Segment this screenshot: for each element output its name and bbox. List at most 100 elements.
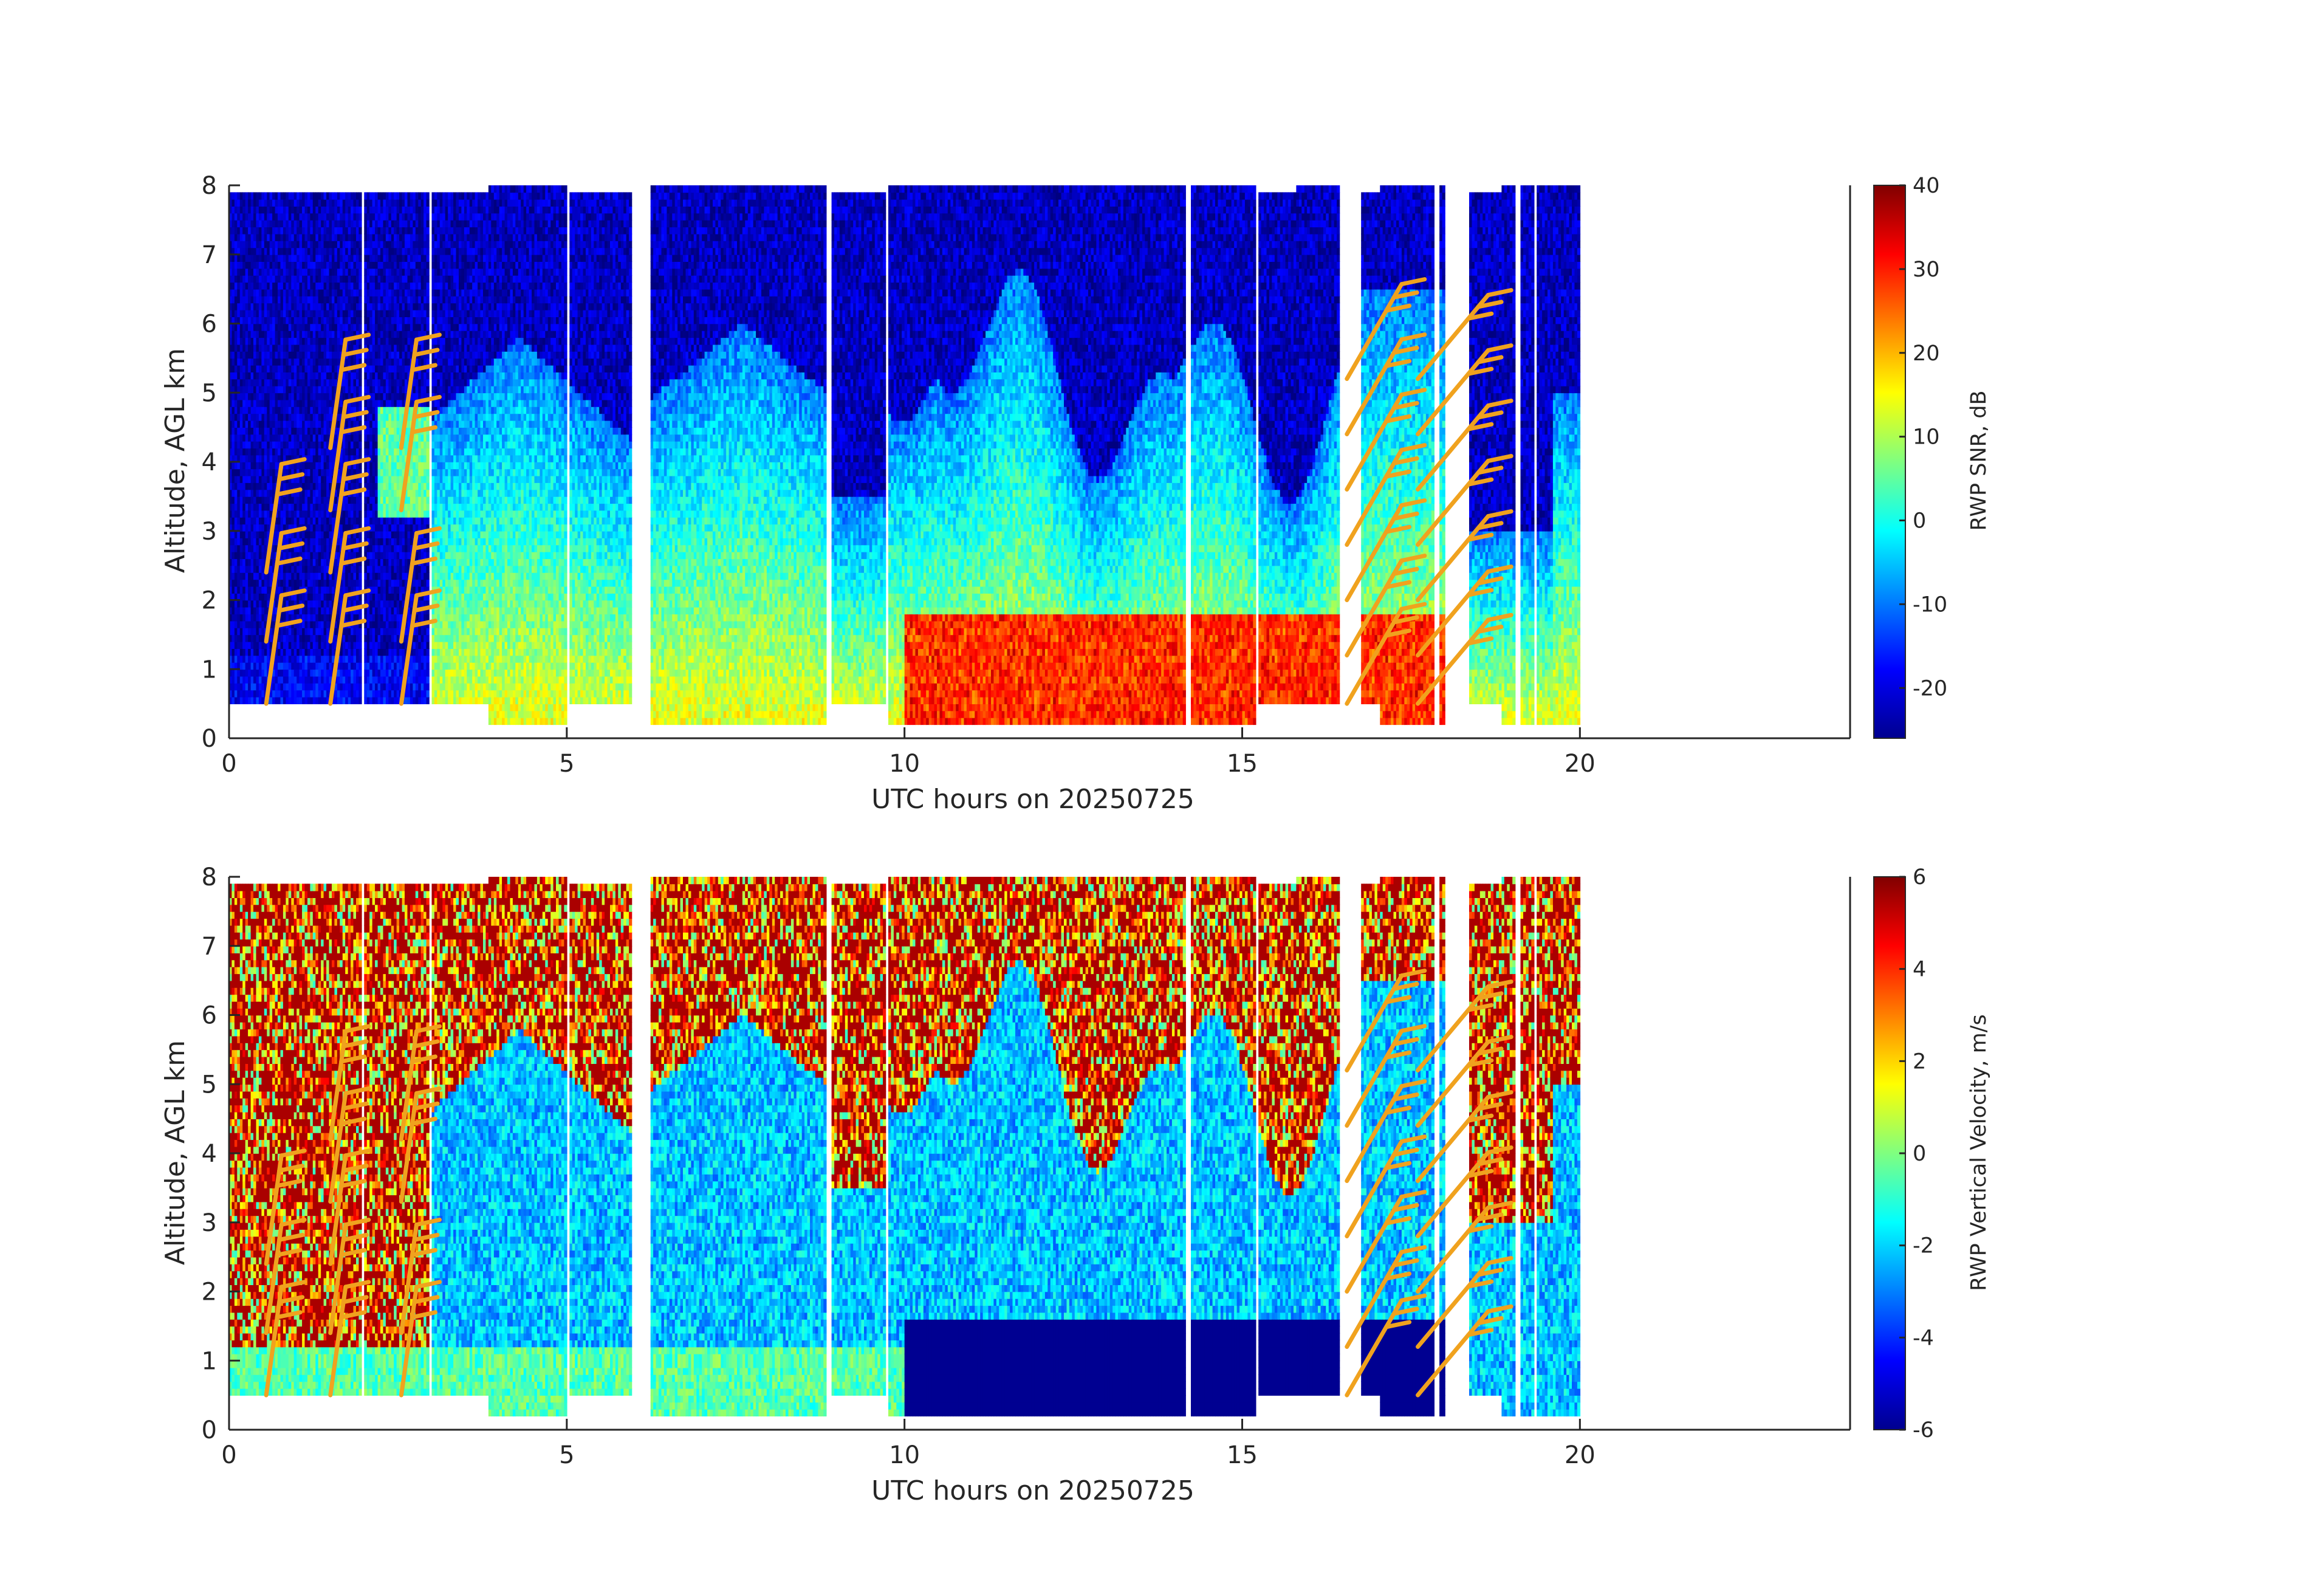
heatmap-cell bbox=[259, 289, 262, 297]
heatmap-cell bbox=[237, 482, 240, 490]
heatmap-cell bbox=[283, 642, 286, 649]
heatmap-cell bbox=[259, 510, 262, 518]
heatmap-cell bbox=[264, 482, 267, 490]
heatmap-cell bbox=[289, 642, 292, 649]
heatmap-cell bbox=[242, 593, 245, 600]
heatmap-cell bbox=[237, 462, 240, 469]
heatmap-cell bbox=[253, 552, 256, 559]
heatmap-cell bbox=[272, 206, 275, 213]
heatmap-cell bbox=[253, 303, 256, 310]
heatmap-cell bbox=[259, 586, 262, 594]
heatmap-cell bbox=[237, 558, 240, 566]
heatmap-cell bbox=[237, 476, 240, 483]
heatmap-cell bbox=[278, 337, 281, 345]
heatmap-cell bbox=[231, 213, 235, 221]
heatmap-cell bbox=[259, 490, 262, 497]
heatmap-cell bbox=[259, 206, 262, 213]
heatmap-cell bbox=[264, 538, 267, 545]
heatmap-cell bbox=[248, 462, 251, 469]
heatmap-cell bbox=[259, 379, 262, 386]
heatmap-cell bbox=[242, 490, 245, 497]
heatmap-cell bbox=[248, 386, 251, 393]
heatmap-cell bbox=[283, 434, 286, 442]
heatmap-cell bbox=[272, 427, 275, 434]
heatmap-cell bbox=[272, 337, 275, 345]
heatmap-cell bbox=[289, 566, 292, 573]
heatmap-cell bbox=[242, 393, 245, 400]
heatmap-cell bbox=[231, 234, 235, 241]
heatmap-cell bbox=[253, 628, 256, 635]
heatmap-cell bbox=[264, 656, 267, 663]
heatmap-cell bbox=[248, 241, 251, 248]
heatmap-cell bbox=[242, 462, 245, 469]
heatmap-cell bbox=[253, 669, 256, 676]
heatmap-cell bbox=[278, 275, 281, 283]
heatmap-cell bbox=[242, 275, 245, 283]
heatmap-cell bbox=[283, 275, 286, 283]
heatmap-cell bbox=[259, 296, 262, 303]
heatmap-cell bbox=[248, 227, 251, 234]
heatmap-cell bbox=[253, 351, 256, 358]
heatmap-cell bbox=[242, 662, 245, 670]
heatmap-cell bbox=[237, 697, 240, 704]
heatmap-cell bbox=[278, 413, 281, 420]
heatmap-cell bbox=[253, 220, 256, 227]
heatmap-cell bbox=[253, 234, 256, 241]
heatmap-cell bbox=[231, 614, 235, 621]
heatmap-cell bbox=[278, 697, 281, 704]
heatmap-cell bbox=[253, 448, 256, 455]
heatmap-cell bbox=[264, 303, 267, 310]
heatmap-cell bbox=[253, 524, 256, 531]
heatmap-cell bbox=[237, 552, 240, 559]
heatmap-cell bbox=[264, 669, 267, 676]
heatmap-cell bbox=[253, 697, 256, 704]
heatmap-cell bbox=[242, 220, 245, 227]
heatmap-cell bbox=[231, 572, 235, 580]
heatmap-cell bbox=[259, 192, 262, 199]
heatmap-cell bbox=[237, 255, 240, 262]
heatmap-cell bbox=[248, 614, 251, 621]
heatmap-cell bbox=[242, 379, 245, 386]
heatmap-cell bbox=[278, 227, 281, 234]
heatmap-cell bbox=[278, 324, 281, 331]
heatmap-cell bbox=[283, 676, 286, 684]
heatmap-cell bbox=[242, 676, 245, 684]
heatmap-cell bbox=[253, 593, 256, 600]
heatmap-cell bbox=[237, 503, 240, 510]
heatmap-cell bbox=[237, 289, 240, 297]
heatmap-cell bbox=[242, 331, 245, 338]
heatmap-cell bbox=[231, 365, 235, 372]
heatmap-cell bbox=[289, 614, 292, 621]
heatmap-cell bbox=[237, 365, 240, 372]
heatmap-cell bbox=[283, 269, 286, 276]
heatmap-cell bbox=[272, 227, 275, 234]
heatmap-cell bbox=[231, 676, 235, 684]
heatmap-cell bbox=[283, 427, 286, 434]
heatmap-cell bbox=[253, 282, 256, 289]
heatmap-cell bbox=[264, 427, 267, 434]
heatmap-cell bbox=[248, 310, 251, 317]
heatmap-cell bbox=[259, 690, 262, 697]
heatmap-cell bbox=[283, 510, 286, 518]
heatmap-cell bbox=[264, 365, 267, 372]
heatmap-cell bbox=[231, 269, 235, 276]
heatmap-cell bbox=[237, 434, 240, 442]
heatmap-cell bbox=[272, 372, 275, 379]
heatmap-cell bbox=[283, 400, 286, 407]
heatmap-cell bbox=[283, 656, 286, 663]
heatmap-cell bbox=[264, 476, 267, 483]
heatmap-cell bbox=[253, 337, 256, 345]
heatmap-cell bbox=[248, 468, 251, 476]
heatmap-cell bbox=[278, 448, 281, 455]
heatmap-cell bbox=[248, 234, 251, 241]
heatmap-cell bbox=[283, 683, 286, 690]
heatmap-cell bbox=[264, 393, 267, 400]
heatmap-cell bbox=[253, 434, 256, 442]
heatmap-cell bbox=[253, 683, 256, 690]
heatmap-cell bbox=[248, 566, 251, 573]
heatmap-cell bbox=[264, 199, 267, 207]
heatmap-cell bbox=[289, 634, 292, 642]
heatmap-cell bbox=[259, 552, 262, 559]
heatmap-cell bbox=[272, 676, 275, 684]
heatmap-cell bbox=[237, 345, 240, 352]
